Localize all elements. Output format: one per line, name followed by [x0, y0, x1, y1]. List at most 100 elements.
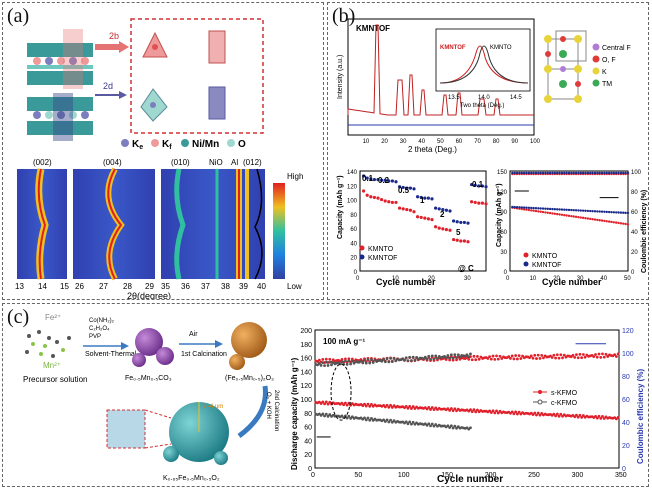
data-point — [408, 404, 412, 408]
rate-chart: 0 10 20 30 0 20 40 60 80 100 120 140 — [347, 170, 488, 282]
data-point — [347, 359, 351, 363]
data-point — [427, 354, 431, 358]
svg-text:27: 27 — [99, 282, 108, 291]
data-point — [615, 221, 618, 224]
y-tick-label: 100 — [300, 397, 312, 404]
data-point — [496, 357, 500, 361]
data-point — [610, 210, 613, 214]
data-point — [534, 207, 538, 210]
data-point — [539, 171, 542, 175]
xrd-plot-frame — [347, 18, 535, 136]
data-point — [476, 355, 479, 358]
cycling-legend: KMNTO KMNTOF — [523, 252, 561, 269]
data-point — [522, 208, 526, 211]
data-point — [577, 171, 580, 175]
data-point — [363, 416, 366, 420]
data-point — [385, 403, 389, 407]
panel-b-label: (b) — [332, 5, 356, 27]
svg-text:KMNTOF: KMNTOF — [368, 255, 397, 262]
y-tick-label: 20 — [350, 256, 357, 262]
data-point — [462, 220, 466, 225]
data-point — [324, 360, 328, 364]
data-point — [430, 422, 434, 426]
data-point — [465, 353, 469, 357]
data-point — [469, 352, 472, 356]
data-point — [406, 422, 410, 426]
layered-structure-bottom — [27, 93, 93, 141]
data-point — [448, 356, 452, 360]
svg-text:K: K — [602, 69, 607, 76]
svg-text:@ C: @ C — [458, 264, 474, 273]
svg-text:38: 38 — [221, 282, 230, 291]
y-right-tick-label: 100 — [622, 351, 634, 358]
heatmap-xlabel: 2θ(degree) — [127, 291, 171, 299]
svg-text:1: 1 — [420, 196, 425, 205]
data-point — [551, 207, 554, 211]
data-point — [589, 171, 592, 175]
data-point — [406, 406, 410, 410]
data-point — [539, 210, 542, 213]
data-point — [469, 408, 472, 412]
legend-ni-mn: Ni/Mn — [192, 139, 219, 150]
xrd-ticks: 10 20 30 40 50 60 70 80 90 100 — [363, 139, 541, 145]
data-point — [563, 208, 566, 211]
data-point — [326, 402, 330, 406]
data-point — [321, 412, 325, 416]
data-point — [583, 355, 587, 359]
data-point — [557, 414, 561, 418]
data-point — [557, 356, 561, 360]
svg-text:Co(NH₂)₂: Co(NH₂)₂ — [89, 318, 115, 324]
data-point — [470, 410, 474, 414]
data-point — [376, 177, 380, 182]
crystal-legend: Central F O, F K TM — [592, 43, 631, 88]
xrd-tick-label: 30 — [400, 139, 407, 145]
y-tick-label: 0 — [504, 270, 508, 276]
inset-legend-kmnto: KMNTO — [490, 45, 512, 51]
data-point — [529, 354, 533, 358]
data-point — [328, 360, 332, 364]
y-tick-label: 120 — [347, 184, 358, 190]
data-point — [387, 200, 391, 204]
data-point — [496, 411, 500, 415]
data-point — [522, 206, 526, 209]
data-point — [610, 171, 613, 175]
data-point — [510, 410, 514, 414]
data-point — [553, 212, 557, 215]
data-point — [575, 353, 578, 357]
data-point — [512, 357, 516, 361]
data-point — [554, 356, 557, 360]
chart-frame — [314, 329, 620, 469]
data-point — [405, 186, 409, 190]
data-point — [342, 403, 346, 407]
data-point — [410, 422, 413, 426]
xrd-tick-label: 10 — [363, 139, 370, 145]
x-tick-label: 10 — [392, 276, 399, 282]
data-point — [622, 171, 625, 175]
data-point — [617, 171, 620, 175]
panel-b: (b) KMNTOF Intensity (a.u.) 2 theta (Deg… — [327, 2, 649, 300]
data-point — [624, 211, 627, 215]
data-point — [605, 220, 608, 223]
data-point — [616, 416, 620, 419]
data-point — [596, 210, 599, 213]
data-point — [565, 214, 568, 217]
x-tick-label: 100 — [398, 472, 410, 479]
data-point — [591, 218, 594, 221]
data-point — [530, 206, 533, 210]
step3-reagent: O₂ + KOH — [265, 392, 271, 419]
data-point — [556, 208, 559, 211]
data-point — [605, 210, 608, 214]
data-point — [493, 411, 497, 415]
rate-ylabel: Capacity (mAh g⁻¹) — [337, 175, 344, 239]
data-point — [459, 239, 463, 243]
data-point — [453, 353, 457, 357]
data-point — [532, 171, 535, 175]
data-point — [317, 358, 321, 362]
data-point — [432, 357, 436, 361]
data-point — [520, 171, 523, 175]
data-point — [517, 354, 521, 357]
data-point — [614, 355, 618, 358]
data-point — [429, 357, 432, 361]
data-point — [437, 226, 441, 230]
data-point — [544, 211, 547, 214]
